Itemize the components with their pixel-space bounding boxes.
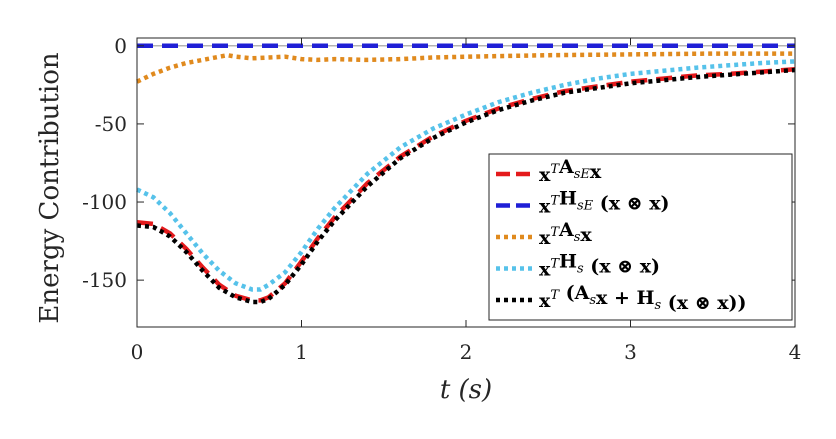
y-tick-label: -150 [82,268,127,292]
x-tick-label: 4 [789,340,802,364]
y-axis-label: Energy Contribution [35,52,65,323]
x-tick-label: 0 [131,340,144,364]
legend-entry-1: xTAsEx [539,156,602,186]
x-tick-label: 3 [624,340,637,364]
legend-entry-5: xT (Asx + Hs (x ⊗ x)) [539,282,747,314]
legend-entry-2: xTHsE (x ⊗ x) [539,188,670,218]
series-layer [136,43,796,305]
axes-layer: 0 1 2 3 4 0 -50 -100 -150 [82,34,801,364]
x-tick-label: 2 [460,340,473,364]
series-line-3 [136,51,795,84]
x-axis-label: t (s) [440,375,492,405]
legend-box [488,153,793,321]
series-line-4 [136,59,796,292]
y-tick-label: 0 [114,34,127,58]
legend-entry-4: xTHs (x ⊗ x) [539,251,660,281]
legend-entry-3: xTAsx [539,219,592,249]
y-tick-label: -100 [82,190,127,214]
y-tick-label: -50 [95,112,127,136]
x-tick-label: 1 [295,340,308,364]
